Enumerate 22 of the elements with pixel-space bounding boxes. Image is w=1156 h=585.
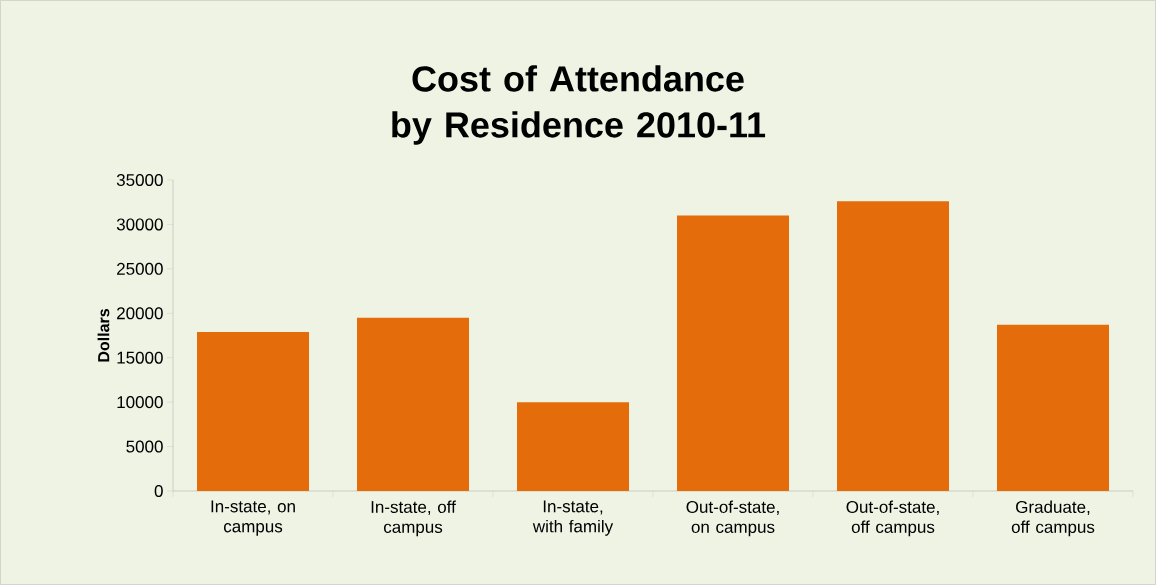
y-tick-label: 10000 [117, 396, 163, 409]
y-tick-label: 20000 [117, 307, 163, 320]
bar [837, 201, 949, 491]
x-tick-label: Graduate, off campus [1011, 500, 1095, 537]
y-tick-label: 25000 [117, 262, 163, 275]
bar [197, 331, 310, 491]
x-tick-label: Out-of-state, on campus [686, 500, 779, 537]
y-tick-label: 35000 [116, 173, 163, 187]
y-tick-label: 5000 [126, 440, 163, 453]
x-tick-label: In-state, off campus [371, 500, 456, 537]
bar [997, 324, 1109, 491]
y-tick-label: 15000 [117, 351, 163, 364]
chart-title: Cost of Attendance by Residence 2010-11 [392, 65, 766, 145]
bar [677, 215, 789, 491]
bar [517, 402, 630, 491]
y-tick-label: 30000 [116, 218, 163, 231]
x-tick-label: In-state, with family [532, 500, 614, 536]
x-tick-label: Out-of-state, off campus [846, 500, 939, 537]
bar [357, 317, 469, 491]
x-tick-label: In-state, on campus [211, 500, 295, 536]
y-tick-label: 0 [154, 484, 163, 498]
y-axis-title: Dollars [97, 309, 110, 362]
